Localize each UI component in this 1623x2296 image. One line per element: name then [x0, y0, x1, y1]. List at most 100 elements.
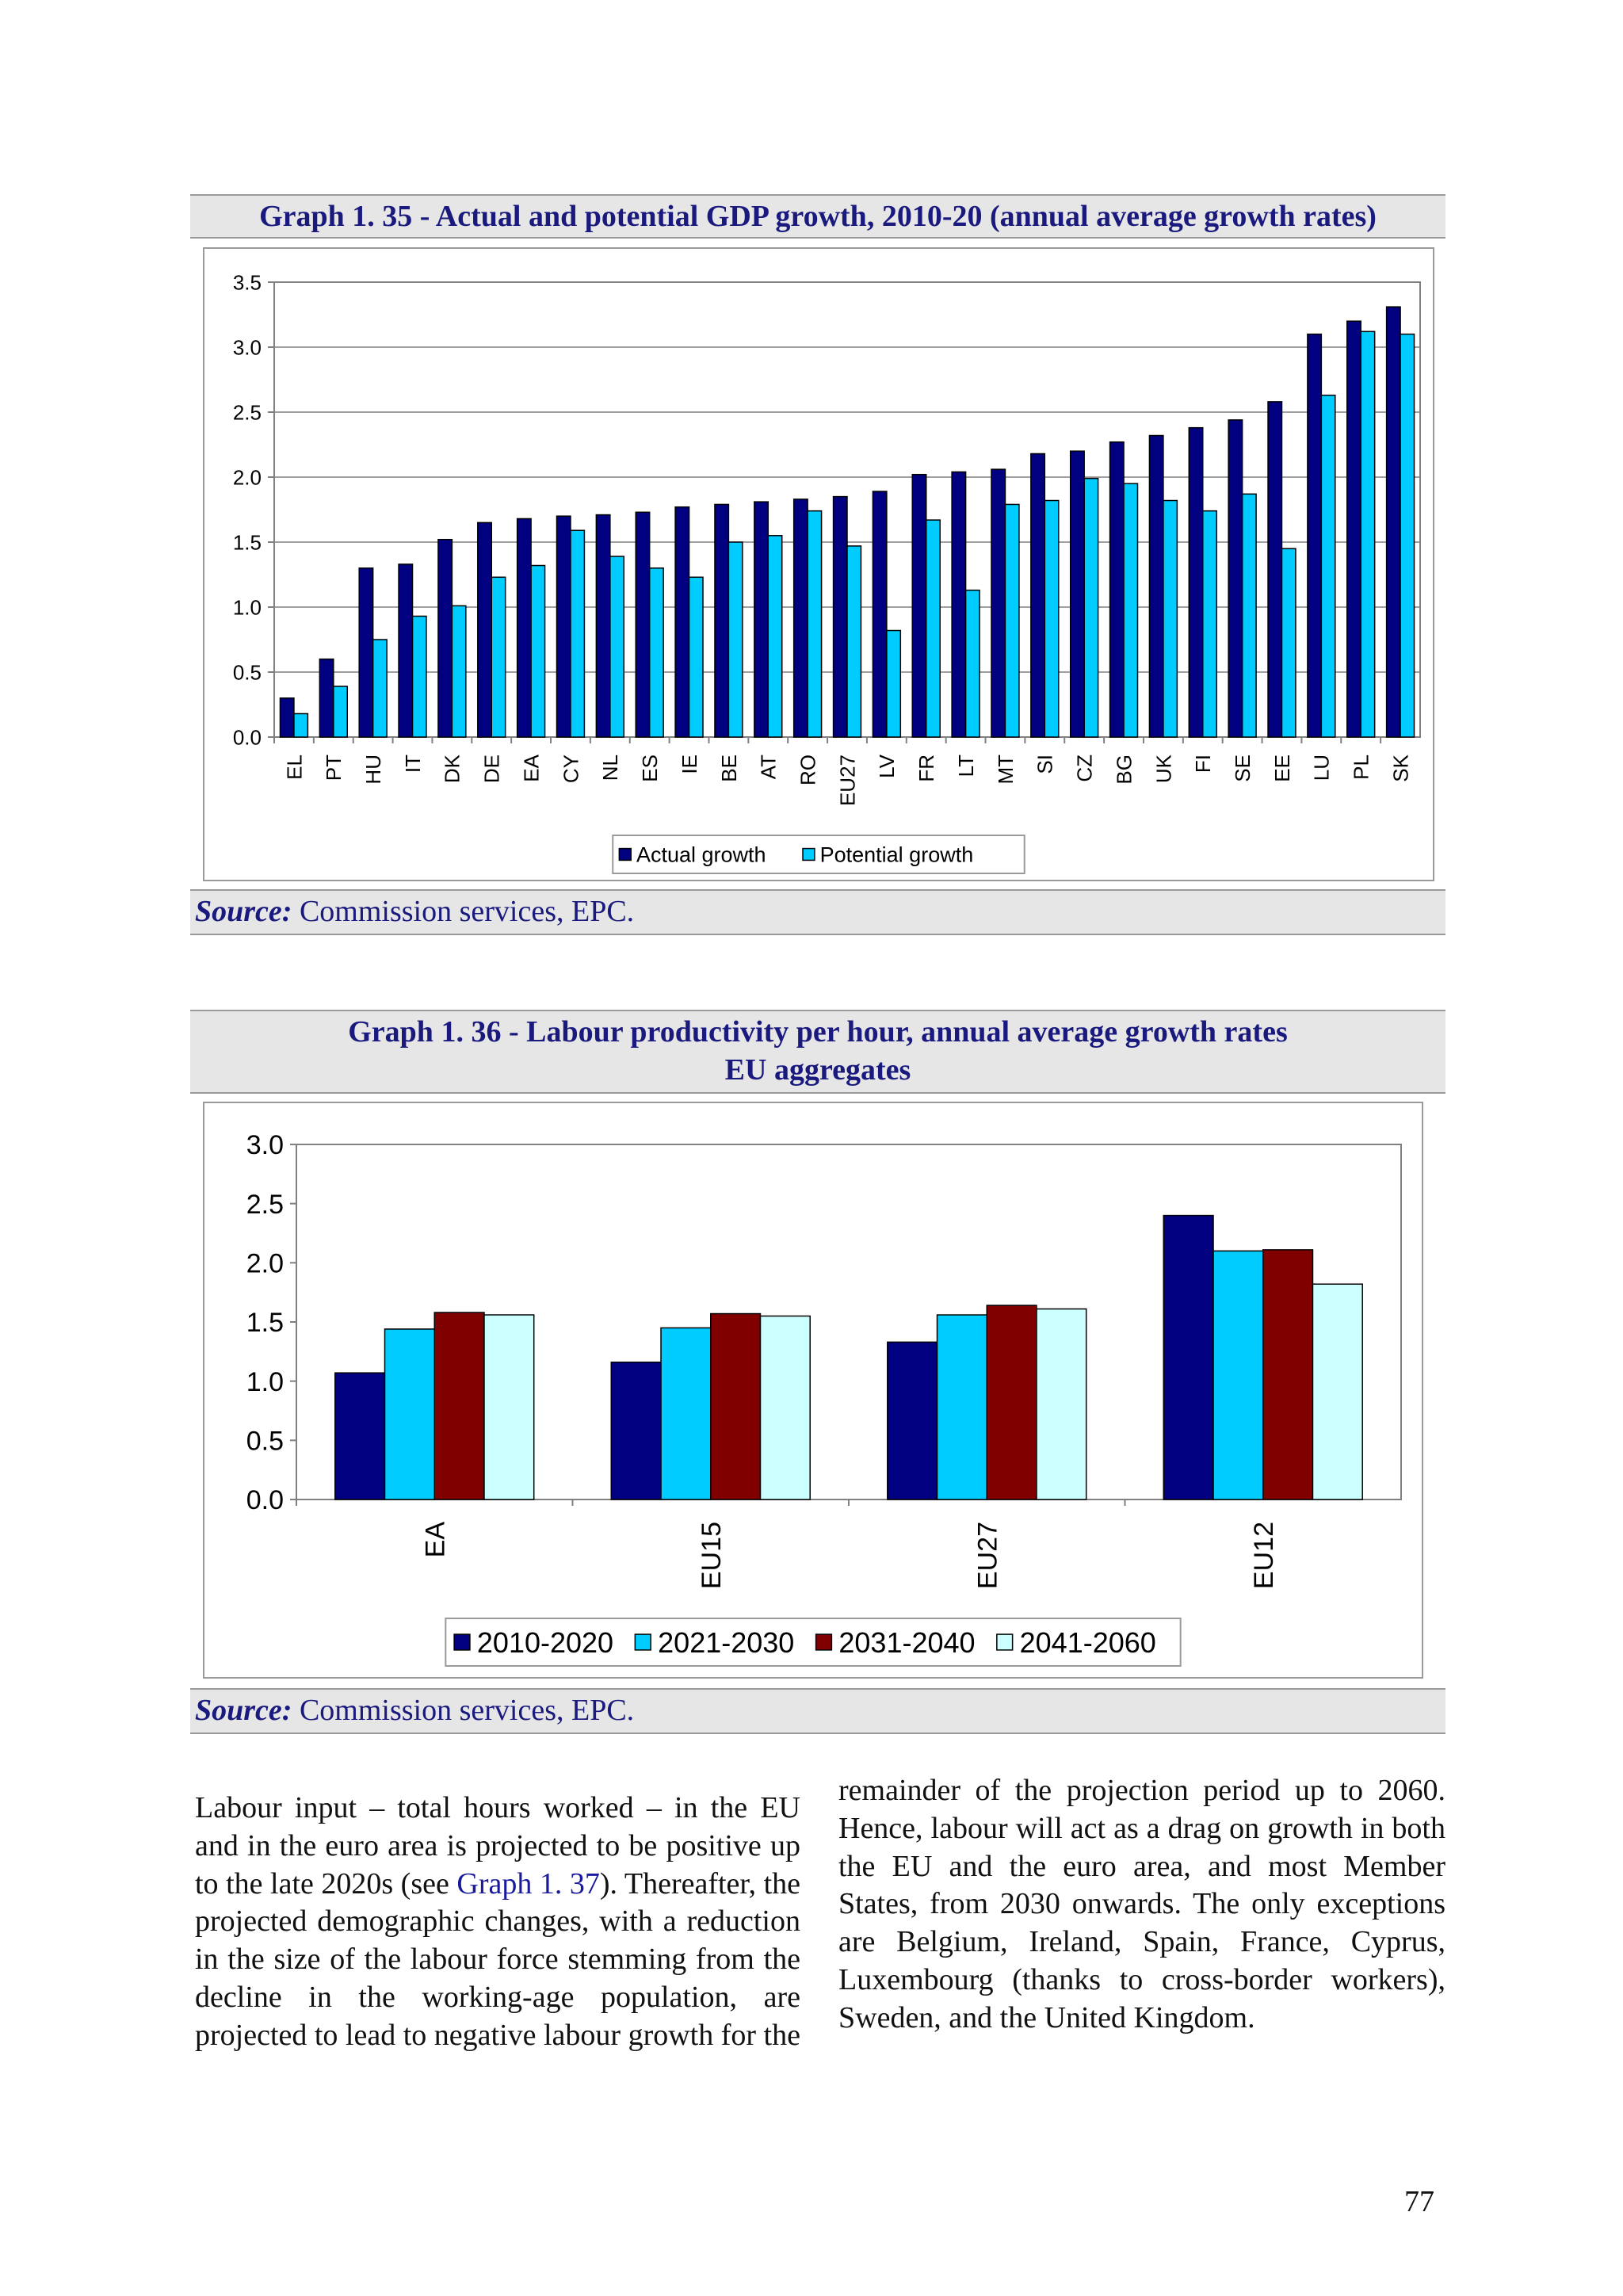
graph1-title: Graph 1. 35 - Actual and potential GDP g… [190, 194, 1445, 239]
legend-box [612, 835, 1025, 874]
bar [925, 519, 941, 738]
legend-swatch [996, 1633, 1014, 1651]
text-col1-part1: Labour input – total hours worked – in t… [195, 1791, 800, 1901]
bar [1262, 1249, 1314, 1500]
x-category-label: PL [1350, 755, 1373, 780]
x-category-label: DE [480, 755, 504, 783]
legend-label: 2010-2020 [477, 1626, 613, 1659]
bar [334, 1372, 386, 1500]
bar [433, 1312, 485, 1500]
y-tick-label: 2.5 [233, 400, 262, 424]
source-label: Source: [195, 895, 292, 928]
graph2-chart: 0.0 0.5 1.0 1.5 2.0 2.5 3.0 EA EU15 EU27 EU12 2010-… [246, 1130, 1402, 1667]
bar [1163, 499, 1178, 738]
bar [451, 605, 467, 738]
graph-reference-link[interactable]: Graph 1. 37 [456, 1866, 600, 1901]
bar [727, 541, 743, 738]
bar [1148, 434, 1164, 738]
bar [437, 538, 453, 738]
x-category-label: LU [1310, 755, 1334, 781]
bar [872, 491, 888, 738]
bar [846, 545, 862, 738]
bar [556, 515, 571, 738]
x-category-label: EE [1270, 755, 1294, 782]
y-tick-label: 3.0 [233, 335, 262, 359]
bar [911, 473, 927, 738]
bar [1346, 320, 1361, 738]
y-tick-label: 2.5 [246, 1190, 284, 1220]
x-category-label: IT [401, 755, 425, 773]
y-tick-label: 1.0 [233, 595, 262, 619]
bar [1267, 401, 1283, 738]
bar [610, 1362, 662, 1500]
x-category-label: BG [1112, 755, 1136, 785]
bar [319, 658, 334, 738]
y-tick-label: 1.0 [246, 1367, 284, 1397]
legend-box [445, 1618, 1182, 1667]
legend-swatch [453, 1633, 471, 1651]
bar [1004, 503, 1020, 738]
bar [1360, 330, 1376, 738]
bar [1241, 493, 1257, 738]
bar [1202, 510, 1217, 738]
bar [832, 495, 848, 738]
bar [398, 563, 414, 738]
bar [660, 1327, 712, 1500]
bar [384, 1328, 436, 1500]
bar [1320, 394, 1336, 738]
bar [1109, 441, 1125, 738]
bar [1163, 1214, 1214, 1500]
graph2-title-line2: EU aggregates [724, 1053, 911, 1087]
bar [477, 521, 492, 738]
bar [333, 686, 348, 738]
bar [1069, 450, 1085, 738]
bar [887, 1341, 938, 1500]
bar [754, 501, 769, 738]
y-tick-label: 0.0 [246, 1485, 284, 1515]
bar [1083, 477, 1099, 738]
x-category-label: EA [519, 754, 543, 781]
bar [1036, 1308, 1087, 1500]
bar [886, 629, 902, 738]
x-category-label: LT [954, 755, 978, 777]
bar [570, 529, 586, 738]
bar [372, 639, 388, 738]
bar [1123, 483, 1139, 738]
bar [648, 567, 664, 738]
y-tick-label: 3.0 [246, 1130, 284, 1160]
y-tick-label: 3.5 [233, 270, 262, 294]
bar [710, 1312, 762, 1500]
source-text: Commission services, EPC. [292, 895, 635, 928]
y-tick-label: 0.0 [233, 725, 262, 749]
x-category-label: BE [717, 755, 741, 782]
legend-swatch [634, 1633, 651, 1651]
text-col1-part2: ). Thereafter, the projected demographic… [195, 1866, 800, 2052]
x-category-label: UK [1151, 754, 1175, 783]
bar [1188, 426, 1204, 738]
bar [516, 518, 532, 738]
x-category-label: EU27 [835, 755, 859, 806]
bar [1030, 453, 1046, 738]
x-category-label: RO [796, 755, 819, 785]
y-tick-label: 1.5 [233, 530, 262, 554]
bar [358, 567, 374, 738]
source-text: Commission services, EPC. [292, 1694, 635, 1727]
x-category-label: FI [1191, 755, 1215, 773]
x-category-label: EA [420, 1522, 450, 1558]
x-category-label: DK [441, 754, 464, 783]
x-category-label: IE [678, 755, 701, 774]
text-column-right: remainder of the projection period up to… [838, 1774, 1445, 2034]
bar [411, 615, 427, 738]
x-category-label: HU [361, 755, 385, 785]
graph1-frame: 0.0 0.5 1.0 1.5 2.0 2.5 3.0 3.5 EL PT HU IT DK DE EA CY… [203, 247, 1434, 881]
x-category-label: CY [559, 755, 582, 783]
legend-label: 2031-2040 [838, 1626, 975, 1659]
x-category-label: SK [1388, 754, 1412, 781]
bar [767, 535, 783, 738]
bar [951, 471, 967, 738]
bar [530, 564, 546, 738]
bar [759, 1315, 811, 1500]
x-category-label: EU15 [697, 1522, 727, 1589]
graph1-chart: 0.0 0.5 1.0 1.5 2.0 2.5 3.0 3.5 EL PT HU IT DK DE EA CY… [233, 270, 1421, 874]
graph2-source: Source: Commission services, EPC. [190, 1688, 1445, 1734]
